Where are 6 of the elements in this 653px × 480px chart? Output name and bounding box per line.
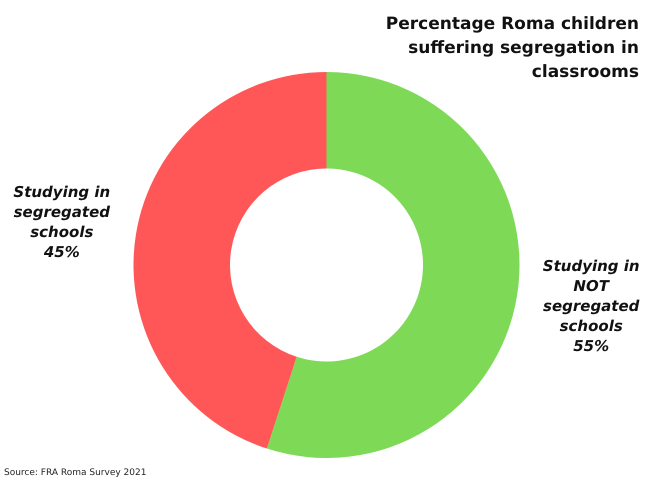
slice-label: Studying in NOT segregated schools (542, 256, 640, 335)
data-label: 55% (573, 336, 610, 355)
chart-title: Percentage Roma children suffering segregation in classrooms (384, 13, 639, 84)
slice-label: Studying in segregated schools (13, 182, 110, 241)
source-note: Source: FRA Roma Survey 2021 (4, 468, 146, 478)
data-label: 45% (42, 242, 80, 261)
